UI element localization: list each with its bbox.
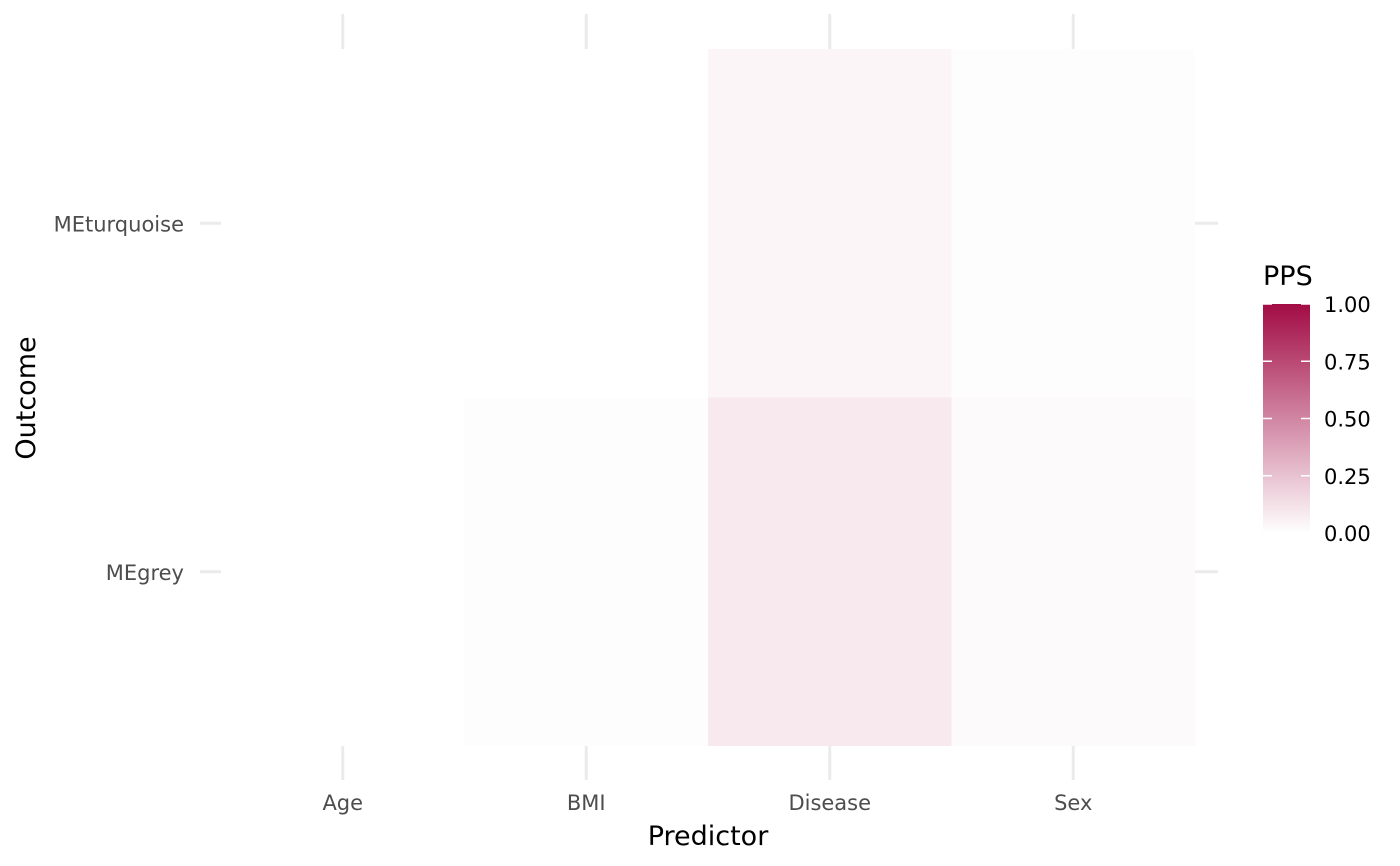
x-axis-title: Predictor: [648, 821, 770, 852]
heatmap-tiles: [221, 49, 1195, 746]
tile-bmi-megrey: [464, 397, 708, 746]
y-tick-label: MEgrey: [106, 561, 184, 585]
tile-age-meturquoise: [221, 49, 465, 398]
tile-disease-meturquoise: [708, 49, 952, 398]
tile-sex-meturquoise: [951, 49, 1195, 398]
tile-disease-megrey: [708, 397, 952, 746]
x-axis-ticks: Age BMI Disease Sex: [322, 791, 1092, 815]
x-tick-label: Age: [322, 791, 363, 815]
legend-tick-label: 0.50: [1324, 408, 1371, 432]
x-tick-label: Sex: [1054, 791, 1092, 815]
legend-tick-label: 1.00: [1324, 293, 1371, 317]
legend-tick-label: 0.25: [1324, 465, 1371, 489]
tile-age-megrey: [221, 397, 465, 746]
y-tick-label: MEturquoise: [54, 212, 184, 236]
y-axis-ticks: MEgrey MEturquoise: [54, 212, 184, 585]
x-tick-label: Disease: [788, 791, 871, 815]
tile-bmi-meturquoise: [464, 49, 708, 398]
legend-title: PPS: [1263, 261, 1313, 292]
y-axis-title: Outcome: [11, 336, 42, 459]
x-tick-label: BMI: [567, 791, 606, 815]
tile-sex-megrey: [951, 397, 1195, 746]
legend-tick-label: 0.00: [1324, 522, 1371, 546]
legend: PPS 0.00 0.25 0.50 0.75 1.00: [1263, 261, 1371, 546]
legend-tick-label: 0.75: [1324, 350, 1371, 374]
legend-ticks: 0.00 0.25 0.50 0.75 1.00: [1263, 293, 1371, 546]
